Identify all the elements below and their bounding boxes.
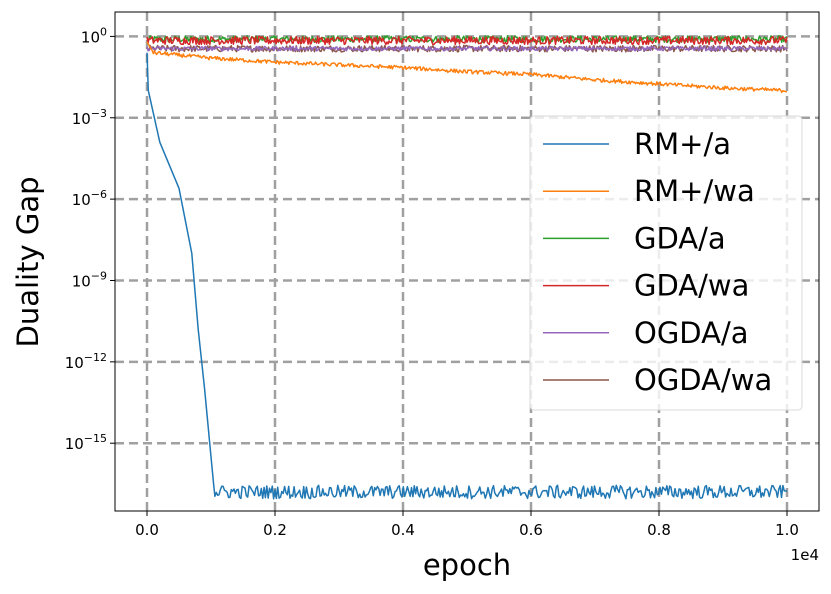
y-tick-label: 10−15 [65, 432, 107, 453]
legend-label: RM+/a [634, 127, 731, 161]
y-tick-label: 10−9 [72, 269, 107, 290]
x-offset-label: 1e4 [791, 546, 819, 564]
legend-label: GDA/wa [634, 269, 749, 303]
series-layer [146, 35, 788, 500]
y-tick-label: 10−6 [72, 188, 107, 209]
y-tick-label: 10−12 [65, 351, 107, 372]
x-tick-label: 0.4 [391, 521, 415, 539]
x-axis-label: epoch [423, 548, 511, 582]
legend-box [529, 115, 803, 411]
legend: RM+/a RM+/wa GDA/a GDA/wa OGDA/a OGDA/wa [529, 115, 803, 411]
y-axis-label: Duality Gap [11, 177, 45, 348]
x-tick-label: 0.2 [263, 521, 287, 539]
legend-label: OGDA/wa [634, 363, 772, 397]
x-axis: 0.0 0.2 0.4 0.6 0.8 1.0 [135, 511, 799, 539]
series-line-rm-wa [146, 41, 787, 94]
x-tick-label: 0.6 [519, 521, 543, 539]
x-tick-label: 0.0 [135, 521, 159, 539]
x-tick-label: 1.0 [775, 521, 799, 539]
legend-label: RM+/wa [634, 174, 755, 208]
series-line-ogda-a [146, 45, 788, 52]
series-line-gda-wa [146, 35, 788, 46]
legend-label: OGDA/a [634, 316, 749, 350]
y-tick-label: 100 [81, 25, 107, 46]
x-tick-label: 0.8 [647, 521, 671, 539]
plot-frame [114, 11, 820, 512]
legend-label: GDA/a [634, 221, 726, 255]
y-axis: 100 10−3 10−6 10−9 10−12 10−15 [65, 25, 115, 453]
series-line-rm-a [146, 52, 788, 500]
y-tick-label: 10−3 [72, 107, 107, 128]
